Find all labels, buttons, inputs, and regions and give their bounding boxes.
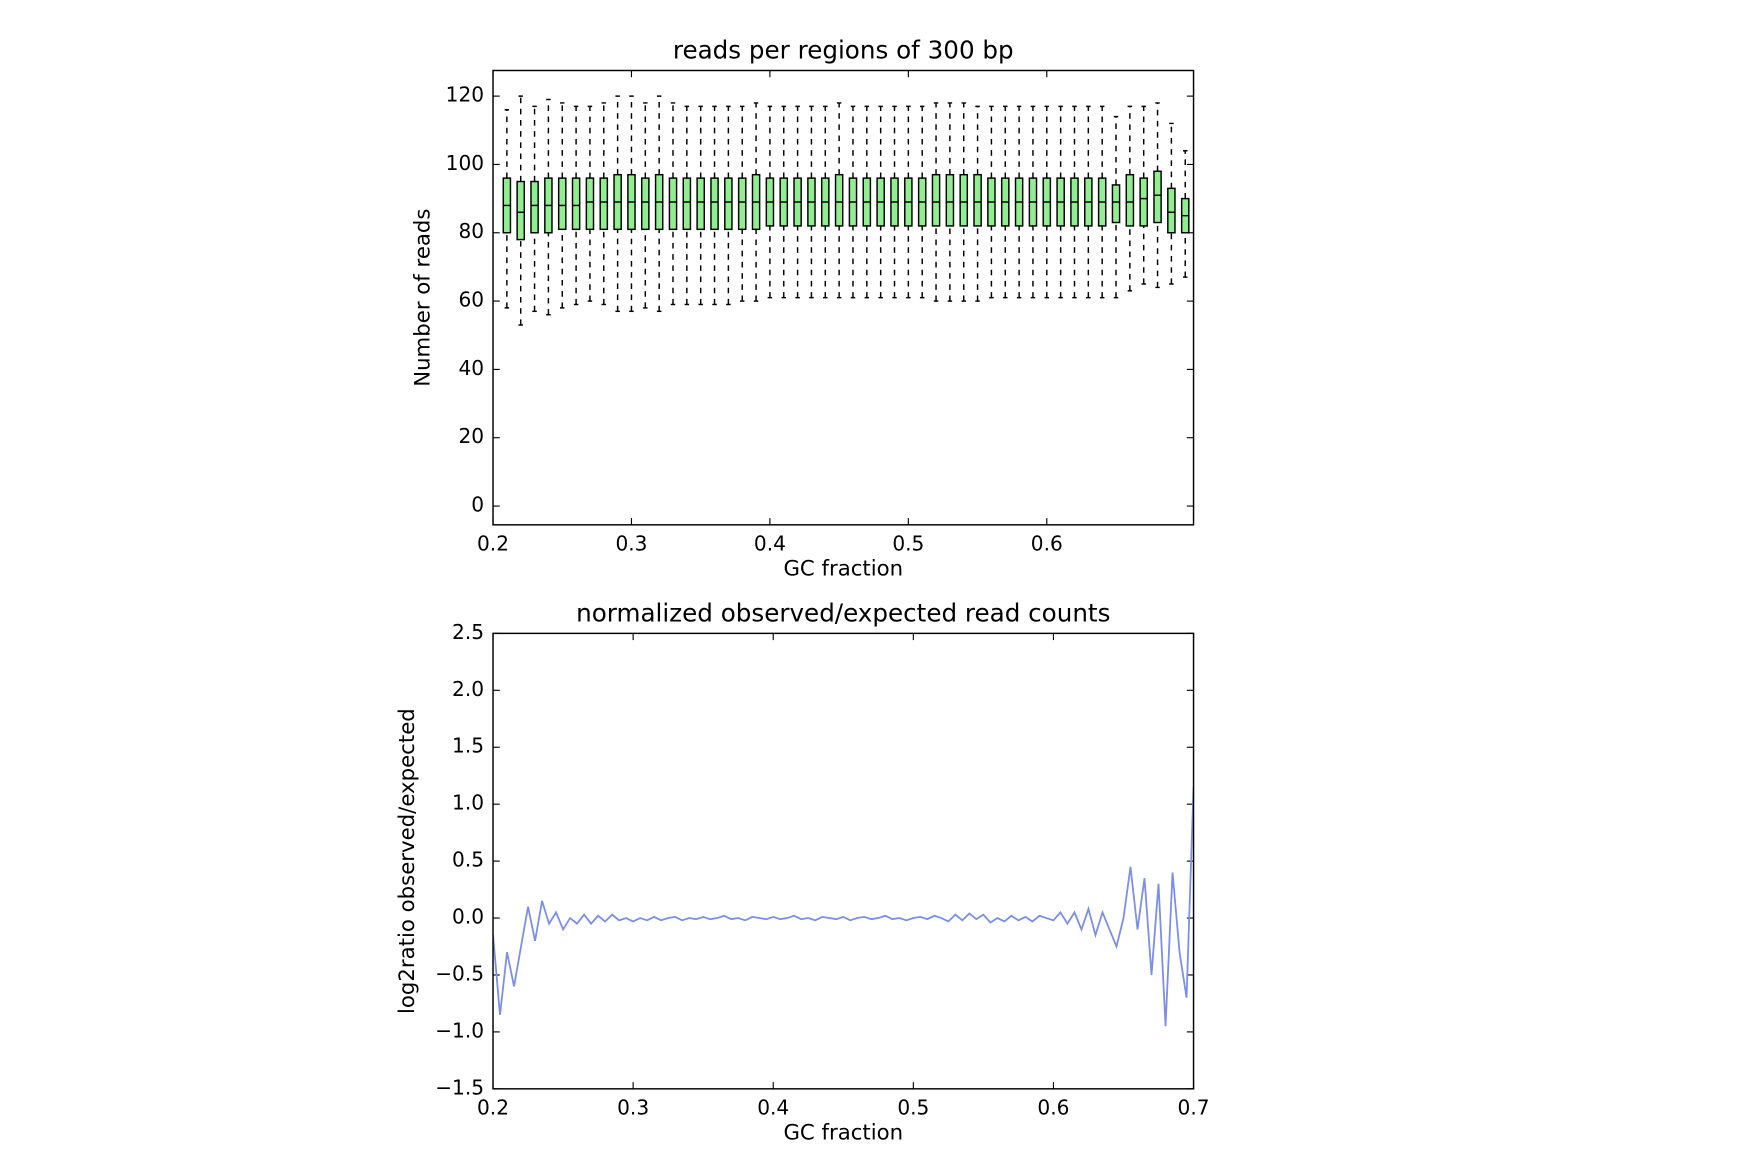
x-tick-label: 0.5 xyxy=(892,531,924,555)
y-tick-label: 120 xyxy=(446,83,484,107)
box xyxy=(1111,184,1121,224)
y-tick-label: 80 xyxy=(458,219,484,243)
plot-frame xyxy=(492,69,1195,526)
box xyxy=(931,173,941,227)
y-tick-label: −0.5 xyxy=(435,961,484,985)
x-tick-label: 0.5 xyxy=(897,1095,929,1119)
y-tick-label: 100 xyxy=(446,151,484,175)
data-line xyxy=(493,787,1194,1027)
box xyxy=(557,177,567,231)
box xyxy=(516,180,526,241)
y-tick-label: 2.5 xyxy=(452,620,484,644)
box xyxy=(1167,187,1176,234)
x-tick-label: 0.3 xyxy=(617,1095,649,1119)
y-axis-label: log2ratio observed/expected xyxy=(395,708,420,1014)
box xyxy=(585,177,595,231)
box xyxy=(599,177,609,231)
x-axis-label: GC fraction xyxy=(783,557,903,582)
y-axis-label: Number of reads xyxy=(411,209,436,387)
x-tick-label: 0.3 xyxy=(615,531,647,555)
box xyxy=(668,177,678,231)
x-tick-label: 0.2 xyxy=(477,1095,509,1119)
box xyxy=(571,177,581,231)
x-axis-label: GC fraction xyxy=(783,1121,903,1146)
y-tick-label: 1.0 xyxy=(452,791,484,815)
y-tick-label: 0.0 xyxy=(452,905,484,929)
box xyxy=(1139,177,1149,227)
x-tick-label: 0.2 xyxy=(477,531,509,555)
box xyxy=(1125,173,1135,227)
y-tick-label: 0.5 xyxy=(452,848,484,872)
y-tick-label: 1.5 xyxy=(452,734,484,758)
box xyxy=(973,173,982,227)
box xyxy=(682,177,692,231)
box xyxy=(641,177,650,231)
y-tick-label: 60 xyxy=(458,288,484,312)
y-tick-label: 2.0 xyxy=(452,677,484,701)
box xyxy=(945,173,955,227)
box xyxy=(724,177,733,231)
x-tick-label: 0.4 xyxy=(754,531,786,555)
box xyxy=(959,173,969,227)
box xyxy=(696,177,705,231)
x-tick-label: 0.6 xyxy=(1031,531,1063,555)
box xyxy=(737,177,747,231)
x-tick-label: 0.6 xyxy=(1037,1095,1069,1119)
y-tick-label: −1.5 xyxy=(435,1075,484,1099)
y-tick-label: −1.0 xyxy=(435,1018,484,1042)
y-tick-label: 0 xyxy=(471,493,484,517)
chart-title: reads per regions of 300 bp xyxy=(673,35,1014,64)
x-tick-label: 0.7 xyxy=(1178,1095,1210,1119)
x-tick-label: 0.4 xyxy=(757,1095,789,1119)
box xyxy=(1153,170,1162,224)
box xyxy=(710,177,719,231)
y-tick-label: 20 xyxy=(458,424,484,448)
box xyxy=(530,180,539,234)
plot-frame xyxy=(492,632,1195,1090)
box xyxy=(834,173,844,227)
chart-title: normalized observed/expected read counts xyxy=(576,598,1110,627)
y-tick-label: 40 xyxy=(458,356,484,380)
